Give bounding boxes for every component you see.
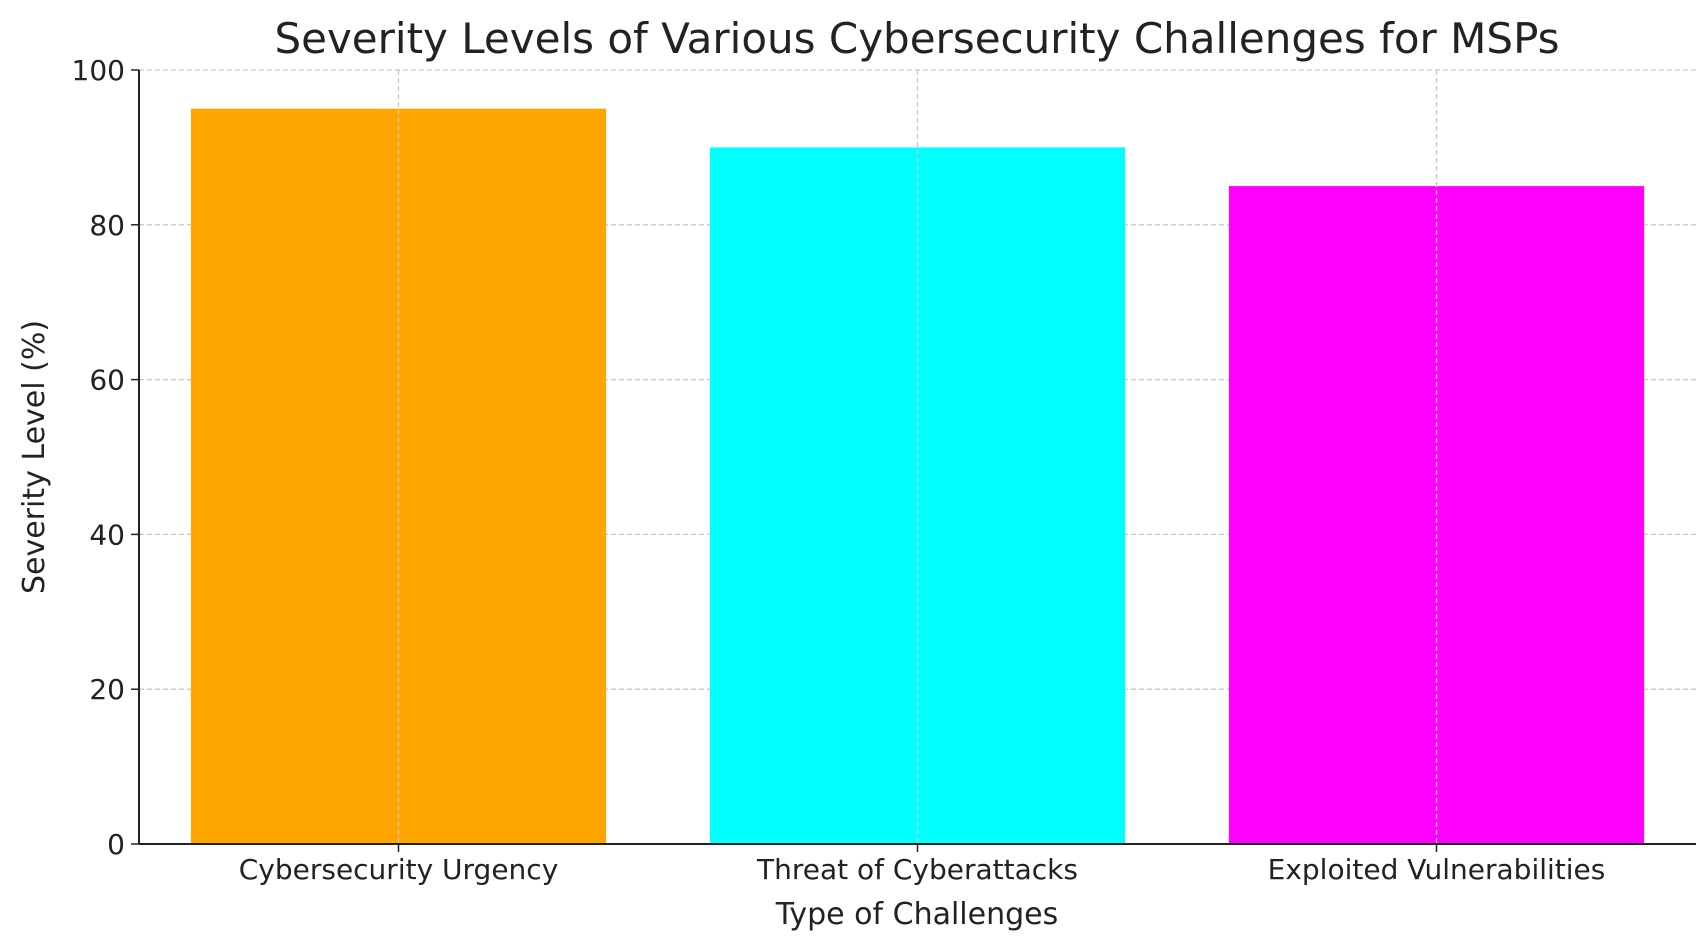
x-tick-label: Threat of Cyberattacks <box>756 853 1078 886</box>
x-axis-label: Type of Challenges <box>775 897 1059 932</box>
y-tick-label: 40 <box>89 518 125 551</box>
chart-title: Severity Levels of Various Cybersecurity… <box>274 14 1559 63</box>
y-tick-label: 60 <box>89 364 125 397</box>
y-tick-label: 100 <box>72 54 125 87</box>
y-tick-label: 0 <box>107 828 125 861</box>
y-tick-label: 20 <box>89 673 125 706</box>
y-tick-label: 80 <box>89 209 125 242</box>
y-axis-label: Severity Level (%) <box>17 320 52 594</box>
ticks: 0 20 40 60 80 100 Cybersecurity Urgency Threat … <box>72 54 1606 886</box>
vertical-grid <box>397 70 1438 844</box>
x-tick-label: Exploited Vulnerabilities <box>1268 853 1606 886</box>
x-tick-label: Cybersecurity Urgency <box>239 853 559 886</box>
